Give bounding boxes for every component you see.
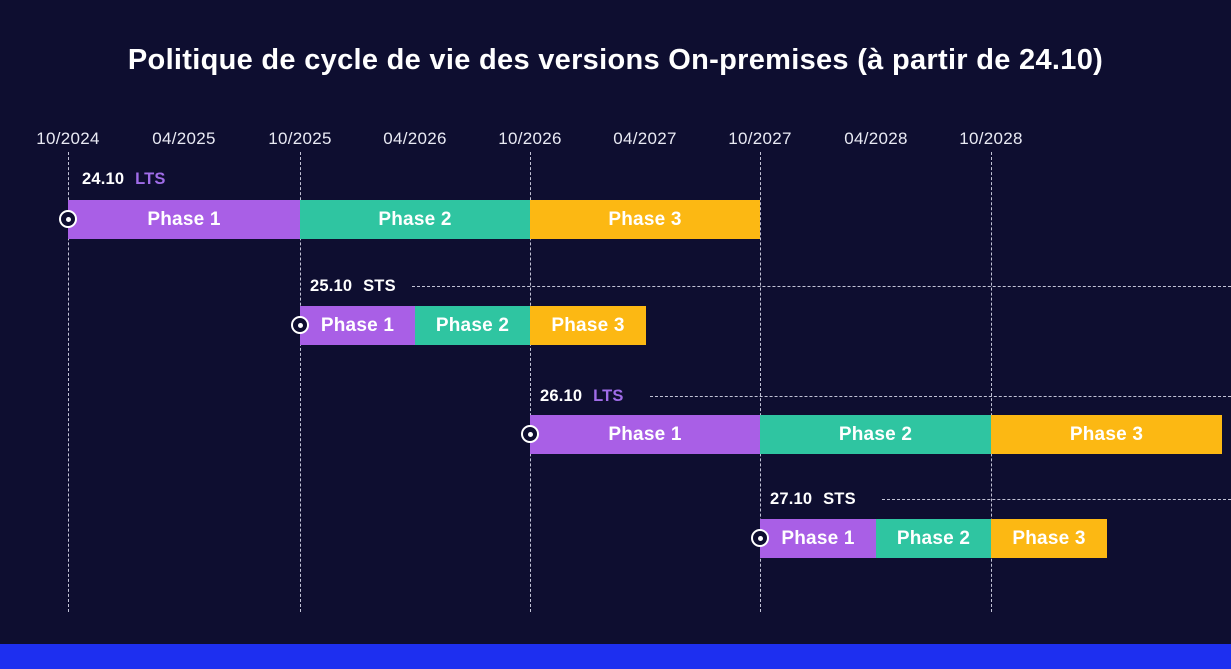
gridline-10-2025 (300, 152, 301, 612)
phase-bar-label: Phase 3 (551, 314, 625, 336)
release-start-marker-2610 (521, 425, 539, 443)
release-type-badge: LTS (593, 387, 624, 405)
axis-tick-10-2024: 10/2024 (36, 129, 100, 148)
footer-accent-bar (0, 644, 1231, 669)
release-start-marker-2510 (291, 316, 309, 334)
release-start-marker-2410 (59, 210, 77, 228)
phase-bar-2710-phase3: Phase 3 (991, 519, 1107, 558)
gridline-10-2024 (68, 152, 69, 612)
connector-dashed-line-2710 (882, 499, 1231, 500)
phase-bar-2510-phase3: Phase 3 (530, 306, 646, 345)
phase-bar-label: Phase 3 (1069, 423, 1144, 445)
axis-tick-04-2027: 04/2027 (613, 129, 677, 148)
axis-tick-04-2028: 04/2028 (844, 129, 908, 148)
gridline-10-2026 (530, 152, 531, 612)
phase-bar-label: Phase 2 (896, 527, 971, 549)
release-type-badge: STS (823, 490, 856, 508)
phase-bar-2510-phase2: Phase 2 (415, 306, 530, 345)
phase-bar-2510-phase1: Phase 1 (300, 306, 415, 345)
phase-bar-label: Phase 1 (320, 314, 395, 336)
phase-bar-label: Phase 2 (378, 208, 452, 230)
release-version: 24.10 (82, 170, 125, 188)
phase-bar-label: Phase 1 (781, 527, 855, 549)
axis-tick-10-2028: 10/2028 (959, 129, 1023, 148)
phase-bar-2610-phase1: Phase 1 (530, 415, 760, 454)
release-label-2510: 25.10 STS (310, 277, 396, 296)
phase-bar-2710-phase1: Phase 1 (760, 519, 876, 558)
connector-dashed-line-2510 (412, 286, 1231, 287)
phase-bar-label: Phase 2 (435, 314, 510, 336)
axis-tick-10-2025: 10/2025 (268, 129, 332, 148)
axis-tick-04-2025: 04/2025 (152, 129, 216, 148)
phase-bar-label: Phase 3 (608, 208, 682, 230)
gridline-10-2027 (760, 152, 761, 612)
phase-bar-label: Phase 1 (147, 208, 221, 230)
release-version: 26.10 (540, 387, 583, 405)
axis-tick-10-2027: 10/2027 (728, 129, 792, 148)
phase-bar-label: Phase 2 (838, 423, 913, 445)
axis-tick-10-2026: 10/2026 (498, 129, 562, 148)
release-type-badge: STS (363, 277, 396, 295)
phase-bar-label: Phase 1 (608, 423, 682, 445)
phase-bar-2710-phase2: Phase 2 (876, 519, 991, 558)
phase-bar-2410-phase1: Phase 1 (68, 200, 300, 239)
phase-bar-2610-phase2: Phase 2 (760, 415, 991, 454)
connector-dashed-line-2610 (650, 396, 1231, 397)
axis-tick-04-2026: 04/2026 (383, 129, 447, 148)
phase-bar-2610-phase3: Phase 3 (991, 415, 1222, 454)
release-label-2410: 24.10 LTS (82, 170, 166, 189)
release-label-2710: 27.10 STS (770, 490, 856, 509)
release-version: 27.10 (770, 490, 813, 508)
phase-bar-2410-phase2: Phase 2 (300, 200, 530, 239)
phase-bar-label: Phase 3 (1012, 527, 1086, 549)
release-type-badge: LTS (135, 170, 166, 188)
phase-bar-2410-phase3: Phase 3 (530, 200, 760, 239)
release-start-marker-2710 (751, 529, 769, 547)
page-title: Politique de cycle de vie des versions O… (127, 44, 1104, 76)
release-version: 25.10 (310, 277, 353, 295)
release-label-2610: 26.10 LTS (540, 387, 624, 406)
gridline-10-2028 (991, 152, 992, 612)
